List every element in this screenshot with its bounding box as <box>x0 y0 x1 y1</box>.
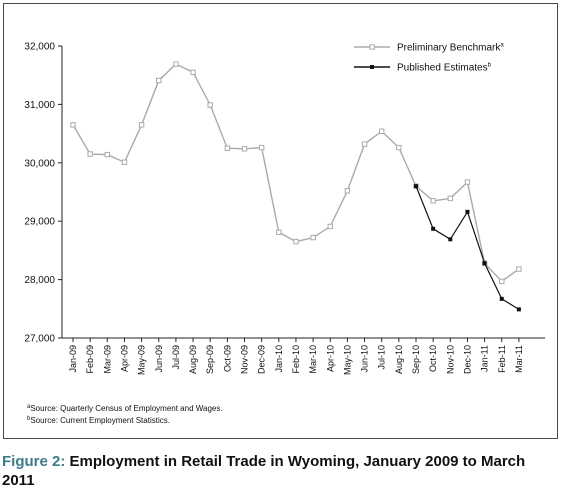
chart-axes <box>61 46 545 339</box>
legend-superscript: b <box>488 63 492 69</box>
x-tick-label: Feb-11 <box>497 345 507 373</box>
data-point <box>104 151 110 158</box>
data-point <box>414 184 418 189</box>
y-tick-label: 27,000 <box>24 334 55 345</box>
data-point <box>156 77 162 84</box>
series-layer <box>70 61 522 312</box>
x-tick-label: Apr-10 <box>325 345 335 372</box>
data-point <box>87 151 93 157</box>
data-point <box>327 223 333 230</box>
x-tick-label: Mar-09 <box>102 345 112 374</box>
y-axis-ticks: 27,000 28,000 29,000 30,000 31,000 32,000 <box>24 42 62 345</box>
legend-superscript: a <box>500 43 504 49</box>
data-point <box>121 159 128 165</box>
y-tick-label: 29,000 <box>24 217 55 228</box>
x-tick-label: Nov-10 <box>445 345 455 374</box>
legend-marker <box>370 65 374 69</box>
footnote-b: bSource: Current Employment Statistics. <box>27 414 223 426</box>
data-point <box>173 61 179 67</box>
footnotes: aSource: Quarterly Census of Employment … <box>27 402 223 426</box>
data-point <box>276 229 282 235</box>
x-tick-label: Mar-10 <box>308 345 318 374</box>
x-tick-label: Sep-09 <box>205 345 215 374</box>
data-point <box>431 226 436 231</box>
data-point <box>430 198 436 204</box>
series-1 <box>414 184 521 312</box>
series-0 <box>70 61 522 285</box>
data-point <box>447 195 454 202</box>
x-tick-label: Feb-09 <box>85 345 95 374</box>
x-tick-label: Nov-09 <box>240 345 250 374</box>
x-tick-label: Mar-11 <box>514 345 524 373</box>
x-tick-label: Jun-10 <box>360 345 370 373</box>
data-point <box>396 144 402 151</box>
data-point <box>464 179 471 185</box>
figure-caption: Figure 2: Employment in Retail Trade in … <box>2 452 560 490</box>
x-tick-label: Jan-10 <box>274 345 284 373</box>
x-tick-label: Sep-10 <box>411 345 421 374</box>
legend-label: Preliminary Benchmarka <box>397 43 504 54</box>
line-chart: 27,000 28,000 29,000 30,000 31,000 32,000 Jan… <box>24 42 545 375</box>
footnote-a-text: Source: Quarterly Census of Employment a… <box>30 404 223 413</box>
series-line <box>415 185 520 310</box>
footnote-b-marker: b <box>27 416 31 422</box>
data-point <box>344 188 351 194</box>
data-point <box>448 237 453 242</box>
data-point <box>190 69 196 75</box>
legend-label: Published Estimatesb <box>397 63 492 74</box>
data-point <box>361 141 368 147</box>
x-tick-label: Dec-09 <box>257 345 267 374</box>
x-tick-label: May-10 <box>342 345 352 375</box>
x-tick-label: Feb-10 <box>291 345 301 374</box>
figure-frame <box>3 3 558 439</box>
y-tick-label: 31,000 <box>24 100 55 111</box>
data-point <box>138 122 145 128</box>
data-point <box>70 122 76 128</box>
data-point <box>482 261 487 266</box>
footnote-a: aSource: Quarterly Census of Employment … <box>27 402 223 414</box>
y-tick-label: 28,000 <box>24 275 55 286</box>
data-point <box>379 128 385 134</box>
footnote-b-text: Source: Current Employment Statistics. <box>30 416 170 425</box>
legend-marker <box>369 44 375 50</box>
data-point <box>516 307 521 312</box>
figure-caption-text: Employment in Retail Trade in Wyoming, J… <box>2 453 526 489</box>
x-tick-label: Oct-09 <box>222 345 232 372</box>
x-axis-ticks: Jan-09 Feb-09 Mar-09 Apr-09 May-09 Jun-09 Jul-… <box>68 338 524 375</box>
data-point <box>224 145 231 151</box>
x-tick-label: Jan-09 <box>68 345 78 373</box>
series-line <box>72 63 520 283</box>
data-point <box>310 234 316 241</box>
y-tick-label: 30,000 <box>24 158 55 169</box>
data-point <box>499 278 505 285</box>
x-tick-label: Dec-10 <box>462 345 472 374</box>
chart-legend: Preliminary Benchmarka Published Estimate… <box>354 43 504 74</box>
x-tick-label: Oct-10 <box>428 345 438 372</box>
figure-caption-label: Figure 2: <box>2 453 66 470</box>
x-tick-label: Jun-09 <box>154 345 164 373</box>
x-tick-label: Jan-11 <box>480 345 490 372</box>
data-point <box>516 266 522 272</box>
x-tick-label: May-09 <box>137 345 147 375</box>
x-tick-label: Aug-09 <box>188 345 198 374</box>
x-tick-label: Jul-09 <box>171 345 181 370</box>
footnote-a-marker: a <box>27 404 31 410</box>
data-point <box>499 296 504 301</box>
data-point <box>293 238 299 245</box>
x-tick-label: Aug-10 <box>394 345 404 374</box>
x-tick-label: Apr-09 <box>119 345 129 372</box>
data-point <box>465 209 470 214</box>
data-point <box>258 144 265 151</box>
data-point <box>207 102 213 108</box>
y-tick-label: 32,000 <box>24 42 55 53</box>
data-point <box>241 146 248 152</box>
x-tick-label: Jul-10 <box>377 345 387 370</box>
